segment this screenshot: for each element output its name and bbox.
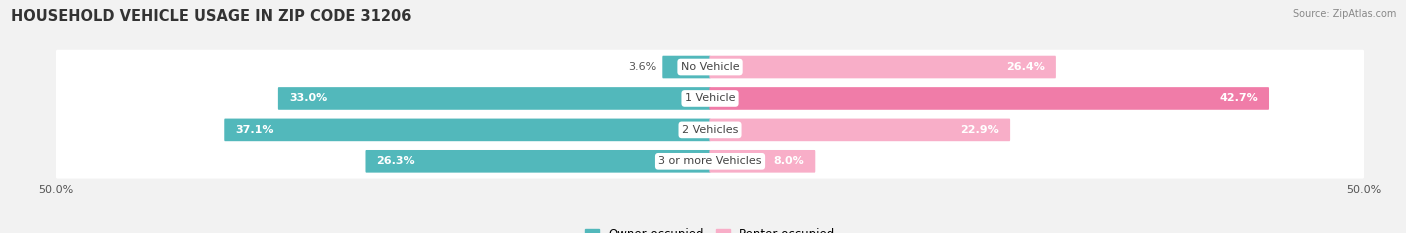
FancyBboxPatch shape [278,87,710,110]
Text: 1 Vehicle: 1 Vehicle [685,93,735,103]
FancyBboxPatch shape [366,150,710,173]
Text: 42.7%: 42.7% [1219,93,1258,103]
Text: 8.0%: 8.0% [773,156,804,166]
Text: 3 or more Vehicles: 3 or more Vehicles [658,156,762,166]
FancyBboxPatch shape [710,56,1056,78]
FancyBboxPatch shape [225,119,710,141]
Text: 26.4%: 26.4% [1005,62,1045,72]
Text: 3.6%: 3.6% [628,62,657,72]
FancyBboxPatch shape [55,144,1365,179]
FancyBboxPatch shape [710,150,815,173]
Text: No Vehicle: No Vehicle [681,62,740,72]
FancyBboxPatch shape [710,119,1010,141]
FancyBboxPatch shape [55,81,1365,116]
Text: Source: ZipAtlas.com: Source: ZipAtlas.com [1292,9,1396,19]
Text: 37.1%: 37.1% [235,125,274,135]
Text: 2 Vehicles: 2 Vehicles [682,125,738,135]
FancyBboxPatch shape [55,113,1365,147]
Text: HOUSEHOLD VEHICLE USAGE IN ZIP CODE 31206: HOUSEHOLD VEHICLE USAGE IN ZIP CODE 3120… [11,9,412,24]
FancyBboxPatch shape [710,87,1270,110]
Text: 26.3%: 26.3% [377,156,415,166]
FancyBboxPatch shape [55,50,1365,84]
Text: 22.9%: 22.9% [960,125,1000,135]
FancyBboxPatch shape [662,56,710,78]
Legend: Owner-occupied, Renter-occupied: Owner-occupied, Renter-occupied [579,224,841,233]
Text: 33.0%: 33.0% [290,93,328,103]
